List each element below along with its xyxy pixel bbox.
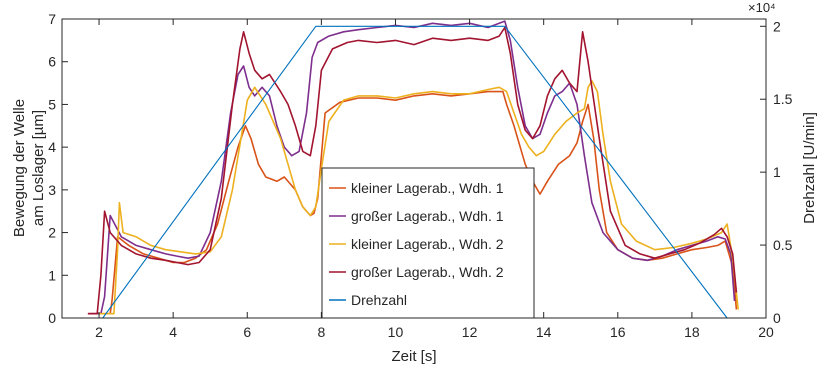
right-y-axis: 0 0.5 1 1.5 2 [760,18,793,326]
left-y-tick-label-0: 0 [48,310,56,326]
x-tick-label-5: 12 [462,324,478,340]
right-y-tick-label-3: 1.5 [773,91,793,107]
right-y-tick-label-2: 1 [773,164,781,180]
x-tick-label-4: 10 [388,324,404,340]
series-line-1 [87,20,736,315]
x-tick-label-1: 4 [169,324,177,340]
legend-label-0: kleiner Lagerab., Wdh. 1 [351,180,504,196]
left-y-tick-label-6: 6 [48,54,56,70]
x-tick-label-2: 6 [243,324,251,340]
legend: kleiner Lagerab., Wdh. 1 großer Lagerab.,… [321,167,535,319]
left-y-tick-label-1: 1 [48,267,56,283]
series-layer [87,20,739,319]
left-y-axis-label-line-2: am Loslager [µm] [30,110,47,226]
right-axis-exponent: ×10⁴ [748,0,776,15]
left-y-tick-label-5: 5 [48,96,56,112]
x-tick-label-7: 16 [610,324,626,340]
legend-label-1: großer Lagerab., Wdh. 1 [351,208,504,224]
left-y-axis-label-line-1: Bewegung der Welle [11,99,28,237]
right-y-tick-label-1: 0.5 [773,237,793,253]
legend-box [321,167,535,319]
series-line-3 [87,26,738,315]
x-tick-label-9: 20 [758,324,774,340]
x-tick-label-8: 18 [684,324,700,340]
x-tick-label-0: 2 [95,324,103,340]
right-y-tick-label-4: 2 [773,18,781,34]
left-y-axis: 0 1 2 3 4 5 6 7 [48,11,68,326]
legend-label-4: Drehzahl [351,292,407,308]
left-y-tick-label-7: 7 [48,11,56,27]
x-tick-label-6: 14 [536,324,552,340]
legend-label-3: großer Lagerab., Wdh. 2 [351,264,504,280]
legend-label-2: kleiner Lagerab., Wdh. 2 [351,236,504,252]
right-y-tick-label-0: 0 [773,310,781,326]
left-y-tick-label-3: 3 [48,182,56,198]
x-axis-label: Zeit [s] [391,348,436,365]
x-tick-label-3: 8 [317,324,325,340]
series-line-2 [99,80,739,315]
left-y-tick-label-2: 2 [48,225,56,241]
left-y-tick-label-4: 4 [48,139,56,155]
right-y-axis-label: Drehzahl [U/min] [801,112,818,224]
